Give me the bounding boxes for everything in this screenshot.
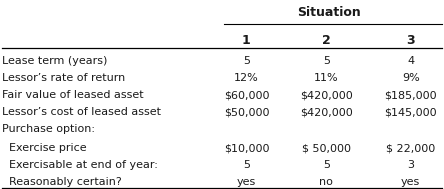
- Text: $ 50,000: $ 50,000: [302, 143, 351, 153]
- Text: Lessor’s cost of leased asset: Lessor’s cost of leased asset: [2, 108, 161, 117]
- Text: 11%: 11%: [314, 74, 339, 83]
- Text: yes: yes: [401, 177, 420, 187]
- Text: yes: yes: [237, 177, 256, 187]
- Text: 12%: 12%: [234, 74, 259, 83]
- Text: no: no: [319, 177, 333, 187]
- Text: $10,000: $10,000: [224, 143, 269, 153]
- Text: Situation: Situation: [297, 6, 361, 19]
- Text: $60,000: $60,000: [224, 91, 269, 100]
- Text: $185,000: $185,000: [385, 91, 437, 100]
- Text: 5: 5: [243, 57, 250, 66]
- Text: Lessor’s rate of return: Lessor’s rate of return: [2, 74, 126, 83]
- Text: $ 22,000: $ 22,000: [386, 143, 435, 153]
- Text: Lease term (years): Lease term (years): [2, 57, 107, 66]
- Text: 3: 3: [406, 34, 415, 47]
- Text: $145,000: $145,000: [385, 108, 437, 117]
- Text: Purchase option:: Purchase option:: [2, 125, 95, 134]
- Text: 5: 5: [243, 160, 250, 170]
- Text: Exercise price: Exercise price: [2, 143, 87, 153]
- Text: 9%: 9%: [402, 74, 420, 83]
- Text: Exercisable at end of year:: Exercisable at end of year:: [2, 160, 158, 170]
- Text: Fair value of leased asset: Fair value of leased asset: [2, 91, 144, 100]
- Text: 3: 3: [407, 160, 414, 170]
- Text: $420,000: $420,000: [300, 108, 353, 117]
- Text: $420,000: $420,000: [300, 91, 353, 100]
- Text: $50,000: $50,000: [224, 108, 269, 117]
- Text: 5: 5: [323, 57, 330, 66]
- Text: 4: 4: [407, 57, 414, 66]
- Text: 1: 1: [242, 34, 251, 47]
- Text: Reasonably certain?: Reasonably certain?: [2, 177, 122, 187]
- Text: 2: 2: [322, 34, 331, 47]
- Text: 5: 5: [323, 160, 330, 170]
